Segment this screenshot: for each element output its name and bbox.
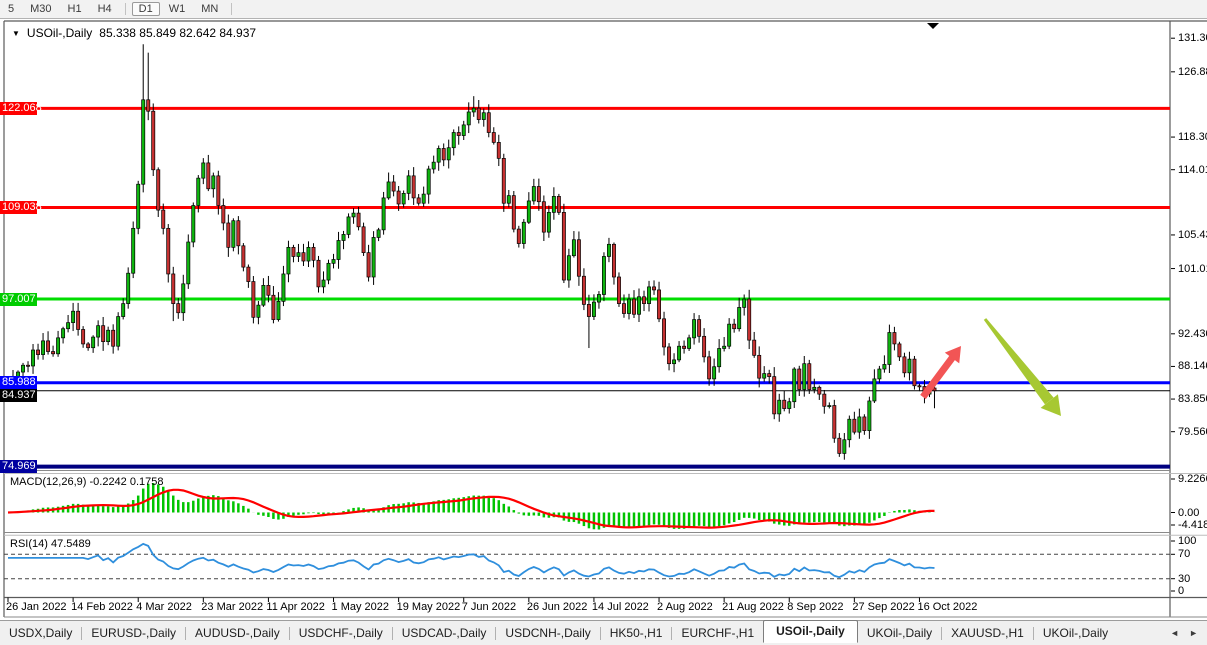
macd-signal-line — [7, 488, 935, 529]
timeframe-button-h1[interactable]: H1 — [67, 3, 82, 15]
tab-audusd-daily[interactable]: AUDUSD-,Daily — [195, 626, 280, 640]
tab-usdx-daily[interactable]: USDX,Daily — [9, 626, 73, 640]
date-label: 27 Sep 2022 — [852, 601, 915, 613]
tab-eurusd-daily[interactable]: EURUSD-,Daily — [91, 626, 177, 640]
price-tick-label: 126.880 — [1178, 65, 1207, 78]
tab-usoil-daily[interactable]: USOil-,Daily — [763, 620, 858, 643]
date-label: 7 Jun 2022 — [461, 601, 517, 613]
date-label: 26 Jan 2022 — [6, 601, 67, 613]
timeframe-button-h4[interactable]: H4 — [97, 3, 112, 15]
price-badge-84.937: 84.937 — [0, 389, 37, 403]
price-tick-label: 101.010 — [1178, 262, 1207, 275]
annotation-arrows — [920, 318, 1061, 416]
timeframe-button-m30[interactable]: M30 — [30, 3, 52, 15]
price-tick-label: 131.300 — [1178, 32, 1207, 45]
tab-ukoil-daily[interactable]: UKOil-,Daily — [866, 626, 933, 640]
chart-title: ▼ USOil-,Daily 85.338 85.849 82.642 84.9… — [12, 26, 256, 40]
rsi-scale-label: 70 — [1178, 548, 1191, 561]
price-badge-109.038: 109.038 — [0, 201, 42, 214]
rsi-indicator-label: RSI(14) 47.5489 — [10, 538, 91, 550]
price-badge-85.988: 85.988 — [0, 376, 37, 390]
rsi-line — [8, 542, 935, 579]
toolbar-separator — [124, 3, 126, 15]
timeframe-button-5[interactable]: 5 — [8, 3, 15, 15]
date-label: 19 May 2022 — [396, 601, 461, 613]
tabs-scroll-right-icon[interactable]: ► — [1189, 628, 1198, 638]
tab-separator — [941, 626, 943, 640]
date-label: 1 May 2022 — [331, 601, 389, 613]
macd-scale-label: 0.00 — [1178, 506, 1200, 519]
timeframe-button-d1[interactable]: D1 — [131, 2, 160, 16]
timeframe-button-mn[interactable]: MN — [201, 3, 219, 15]
chart-shift-marker-icon[interactable] — [927, 23, 939, 29]
rsi-pane — [4, 542, 1170, 580]
bullish-trend-arrow[interactable] — [920, 346, 961, 400]
tab-separator — [495, 626, 497, 640]
macd-scale-label: -4.4188 — [1178, 519, 1207, 531]
timeframe-toolbar: 5 M30 H1 H4 D1 W1 MN — [0, 0, 1207, 19]
tab-usdcad-daily[interactable]: USDCAD-,Daily — [401, 626, 487, 640]
axis-ticks — [7, 37, 1175, 602]
date-label: 14 Jul 2022 — [591, 601, 649, 613]
date-label: 26 Jun 2022 — [526, 601, 588, 613]
bearish-trend-arrow[interactable] — [983, 318, 1061, 416]
tab-separator — [185, 626, 187, 640]
price-tick-label: 83.850 — [1178, 393, 1207, 406]
date-label: 11 Apr 2022 — [266, 601, 325, 613]
price-tick-label: 92.430 — [1178, 327, 1207, 340]
date-label: 23 Mar 2022 — [201, 601, 264, 613]
date-label: 14 Feb 2022 — [71, 601, 133, 613]
tab-separator — [391, 626, 393, 640]
rsi-scale-label: 100 — [1178, 535, 1197, 547]
tab-usdcnh-daily[interactable]: USDCNH-,Daily — [505, 626, 591, 640]
date-label: 21 Aug 2022 — [722, 601, 784, 613]
support-resistance-lines — [4, 106, 1170, 469]
chart-symbol-label: USOil-,Daily — [26, 26, 93, 40]
tabs-scroll-left-icon[interactable]: ◄ — [1170, 628, 1180, 638]
tab-separator — [1032, 626, 1034, 640]
tab-ukoil-daily[interactable]: UKOil-,Daily — [1042, 626, 1109, 640]
tab-separator — [599, 626, 601, 640]
tab-separator — [81, 626, 83, 640]
tab-eurchf-h1[interactable]: EURCHF-,H1 — [681, 626, 755, 640]
date-label: 8 Sep 2022 — [787, 601, 844, 613]
price-tick-label: 79.560 — [1178, 425, 1207, 438]
price-tick-label: 114.010 — [1178, 163, 1207, 176]
toolbar-separator — [231, 3, 233, 15]
macd-indicator-label: MACD(12,26,9) -0.2242 0.1758 — [10, 476, 164, 488]
price-tick-label: 88.140 — [1178, 360, 1207, 373]
chart-tab-bar: USDX,Daily EURUSD-,Daily AUDUSD-,Daily USDC… — [0, 620, 1207, 645]
tab-separator — [288, 626, 290, 640]
chart-dropdown-icon[interactable]: ▼ — [12, 28, 20, 38]
tab-hk50-h1[interactable]: HK50-,H1 — [609, 626, 663, 640]
macd-scale-label: 9.2266 — [1178, 473, 1207, 485]
chart-window-frame — [3, 20, 1207, 618]
price-badge-74.969: 74.969 — [0, 460, 37, 474]
tab-scroll-arrows: ◄ ► — [1170, 628, 1207, 638]
price-tick-label: 118.300 — [1178, 131, 1207, 144]
tab-xauusd-h1[interactable]: XAUUSD-,H1 — [951, 626, 1024, 640]
rsi-scale-label: 0 — [1178, 585, 1185, 597]
price-badge-97.007: 97.007 — [0, 292, 37, 306]
price-badge-122.068: 122.068 — [0, 101, 42, 115]
tab-separator — [671, 626, 673, 640]
candlesticks-layer — [6, 44, 937, 460]
price-tick-label: 105.430 — [1178, 228, 1207, 241]
timeframe-button-w1[interactable]: W1 — [168, 3, 186, 15]
date-label: 4 Mar 2022 — [136, 601, 192, 613]
rsi-scale-label: 30 — [1178, 572, 1191, 585]
date-label: 16 Oct 2022 — [917, 601, 978, 613]
chart-ohlc-values: 85.338 85.849 82.642 84.937 — [99, 26, 257, 40]
tab-usdchf-daily[interactable]: USDCHF-,Daily — [298, 626, 383, 640]
date-label: 2 Aug 2022 — [657, 601, 713, 613]
